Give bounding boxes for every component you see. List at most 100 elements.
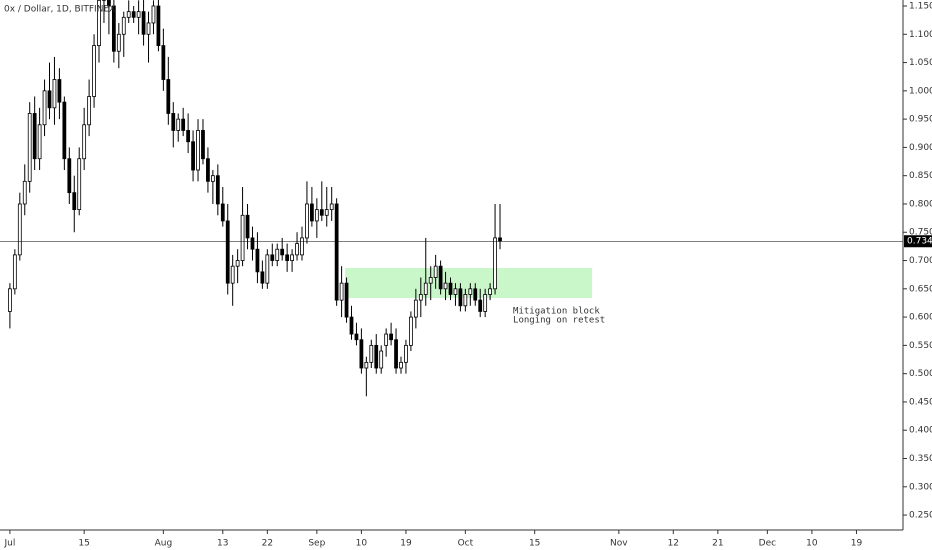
last-price-box (904, 235, 932, 248)
x-tick-label: 10 (806, 539, 818, 549)
candle-body (290, 254, 294, 261)
y-tick-label: 1.0000 (909, 86, 932, 96)
candle-body (369, 344, 374, 363)
y-tick-label: 1.1500 (909, 1, 932, 11)
candle-body (151, 5, 156, 24)
annotation: Longing on retest (513, 316, 605, 326)
candle-body (418, 294, 423, 301)
candle-body (473, 288, 478, 301)
candle-body (121, 16, 126, 35)
x-tick-label: 12 (668, 539, 679, 549)
candle-body (310, 203, 314, 222)
candle-body (72, 192, 77, 211)
candle-body (17, 203, 22, 256)
x-tick-label: Dec (759, 539, 776, 549)
candle-body (77, 158, 82, 211)
candle-body (235, 260, 240, 267)
candle-body (305, 203, 309, 239)
candle-body (191, 141, 195, 171)
candle-body (270, 254, 275, 261)
candle-body (32, 113, 37, 160)
candle-body (92, 45, 96, 97)
candle-body (364, 361, 369, 369)
x-tick-label: 10 (356, 539, 368, 549)
candle-body (201, 130, 205, 160)
annotation: Mitigation block (513, 307, 600, 317)
candle-body (423, 282, 428, 295)
y-tick-label: 1.1000 (909, 30, 932, 40)
candle-body (334, 203, 339, 301)
candle-body (82, 124, 87, 160)
candle-body (354, 333, 359, 341)
x-tick-label: Oct (458, 539, 474, 549)
x-tick-label: 19 (400, 539, 412, 549)
candle-body (176, 118, 181, 131)
x-tick-label: Nov (610, 539, 628, 549)
x-tick-label: 15 (529, 539, 540, 549)
candle-body (498, 237, 502, 242)
candle-body (186, 130, 191, 143)
candle-body (62, 101, 67, 160)
x-tick-label: Sep (308, 539, 325, 549)
candle-body (206, 158, 210, 182)
x-tick-label: 22 (262, 539, 273, 549)
x-tick-label: 13 (217, 539, 228, 549)
candle-body (458, 288, 463, 307)
candle-body (478, 299, 483, 312)
candle-body (314, 209, 319, 222)
candle-body (443, 282, 448, 290)
candle-body (394, 339, 398, 369)
candle-body (240, 214, 245, 261)
candle-body (409, 316, 413, 346)
candle-body (428, 277, 433, 284)
candle-body (87, 96, 91, 126)
candle-body (27, 113, 32, 182)
candle-body (8, 288, 12, 312)
candle-body (329, 203, 334, 211)
candle-body (161, 45, 166, 80)
candle-body (47, 90, 52, 109)
candle-body (52, 79, 57, 109)
candle-body (42, 90, 47, 126)
candle-body (324, 209, 329, 216)
candle-body (196, 130, 200, 171)
last-price-label: 0.7341 (907, 237, 932, 247)
candle-body (12, 254, 17, 290)
candle-body (22, 180, 27, 205)
candle-body (349, 316, 354, 335)
candle-body (67, 158, 72, 194)
candle-body (359, 339, 364, 369)
candle-body (245, 214, 250, 239)
candle-body (166, 79, 171, 114)
candle-body (230, 265, 235, 284)
candle-body (493, 237, 497, 290)
chart-title: 0x / Dollar, 1D, BITFINEX (4, 5, 115, 15)
candle-body (97, 0, 101, 46)
candle-body (255, 248, 260, 273)
candle-body (181, 118, 186, 131)
candle-body (453, 288, 458, 295)
candle-body (384, 333, 389, 346)
candle-body (285, 254, 290, 261)
plot-area (8, 0, 593, 397)
candle-body (111, 5, 116, 52)
candle-body (250, 237, 255, 250)
candle-body (225, 220, 230, 284)
candle-body (215, 175, 220, 205)
candle-body (433, 265, 438, 278)
candle-body (483, 294, 488, 312)
candle-body (404, 344, 408, 363)
